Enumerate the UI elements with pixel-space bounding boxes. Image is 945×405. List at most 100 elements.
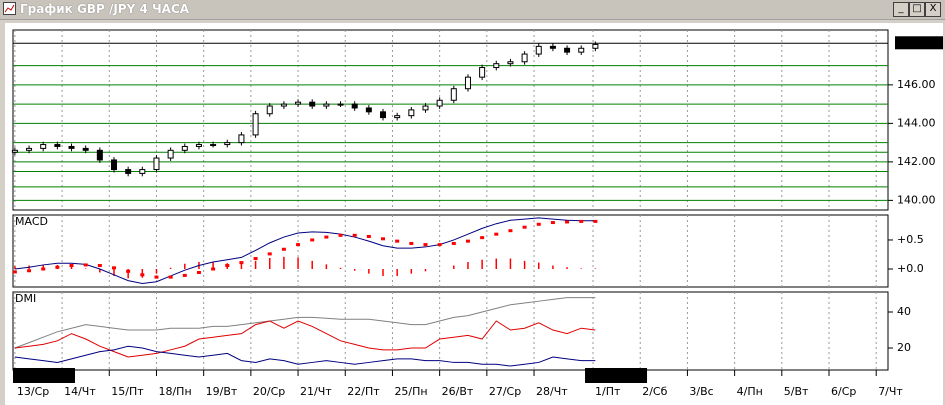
candle-body: [549, 45, 556, 49]
x-tick-label: 6/Ср: [831, 385, 856, 398]
signal-dot: [97, 264, 102, 268]
series-line: [14, 217, 596, 285]
candle-body: [535, 45, 542, 55]
candle-body: [125, 169, 132, 174]
candle-body: [578, 47, 585, 53]
signal-dot: [225, 264, 230, 268]
signal-dot: [409, 241, 414, 245]
x-tick-label: 4/Пн: [737, 385, 763, 398]
x-tick-label: 15/Пт: [111, 385, 144, 398]
signal-dot: [508, 229, 513, 233]
candle-body: [252, 113, 259, 136]
window-icon: [3, 2, 16, 15]
y-tick-label: 40: [897, 305, 911, 318]
signal-dot: [536, 222, 541, 226]
candle-body: [521, 53, 528, 63]
signal-dot: [494, 232, 499, 236]
signal-dot: [381, 237, 386, 241]
panel-frame: [12, 29, 889, 211]
candle-body: [153, 157, 160, 171]
x-tick-label: 26/Вт: [442, 385, 474, 398]
series-line: [14, 320, 596, 358]
candle-body: [26, 147, 33, 151]
signal-dot: [451, 241, 456, 245]
y-tick-label: +0.0: [897, 262, 924, 275]
signal-dot: [154, 275, 159, 279]
candle-body: [195, 144, 202, 147]
y-tick-label: 20: [897, 341, 911, 354]
candle-body: [96, 149, 103, 161]
minimize-button[interactable]: _: [893, 2, 909, 17]
chart: 140.00 142.00 144.00 146.00 148.16 +0.0 +0.5 MA…: [5, 23, 943, 405]
signal-dot: [12, 270, 17, 274]
x-tick-label: 25/Пн: [394, 385, 427, 398]
panel-frame: [12, 291, 889, 371]
signal-dot: [296, 243, 301, 247]
signal-dot: [324, 235, 329, 239]
signal-dot: [41, 267, 46, 271]
signal-dot: [239, 261, 244, 265]
signal-dot: [352, 233, 357, 237]
close-button[interactable]: X: [925, 2, 941, 17]
candle-body: [295, 101, 302, 105]
candle-body: [408, 109, 415, 117]
candle-body: [592, 43, 599, 49]
signal-dot: [267, 252, 272, 256]
candle-body: [380, 111, 387, 119]
signal-dot: [338, 233, 343, 237]
signal-dot: [565, 220, 570, 224]
signal-dot: [395, 239, 400, 243]
candle-body: [309, 101, 316, 107]
last-price-label: 148.16: [897, 36, 936, 49]
month-label: Фев 2019: [17, 369, 71, 382]
candle-body: [110, 159, 117, 171]
x-tick-label: 13/Ср: [17, 385, 49, 398]
x-tick-label: 19/Вт: [206, 385, 238, 398]
signal-dot: [579, 219, 584, 223]
candle-body: [365, 107, 372, 113]
title-bar: График GBP /JPY 4 ЧАСА _ □ X: [0, 0, 945, 20]
candle-body: [54, 144, 61, 147]
x-tick-label: 21/Чт: [300, 385, 332, 398]
signal-dot: [550, 221, 555, 225]
x-tick-label: 20/Ср: [253, 385, 285, 398]
panel-frame: [12, 214, 889, 288]
x-tick-label: 28/Чт: [536, 385, 568, 398]
candle-body: [181, 145, 188, 151]
candle-body: [464, 76, 471, 90]
candle-body: [323, 103, 330, 107]
candle-body: [11, 149, 18, 153]
y-tick-label: 146.00: [897, 78, 936, 91]
candle-body: [422, 105, 429, 111]
panel-title: DMI: [15, 292, 36, 305]
x-tick-label: 1/Пт: [595, 385, 621, 398]
last-price-box: [895, 36, 943, 50]
signal-dot: [253, 257, 258, 261]
candle-body: [167, 149, 174, 159]
candle-body: [68, 145, 75, 149]
candle-body: [40, 144, 47, 149]
x-tick-label: 5/Вт: [784, 385, 809, 398]
maximize-button[interactable]: □: [909, 2, 925, 17]
month-marker: [585, 368, 648, 383]
signal-dot: [593, 219, 598, 223]
y-tick-label: +0.5: [897, 233, 924, 246]
x-tick-label: 14/Чт: [64, 385, 96, 398]
signal-dot: [465, 239, 470, 243]
x-tick-label: 3/Вс: [689, 385, 713, 398]
candle-body: [564, 47, 571, 53]
candle-body: [224, 142, 231, 146]
candle-body: [210, 144, 217, 147]
candle-body: [479, 67, 486, 78]
x-tick-label: 2/Сб: [642, 385, 667, 398]
candle-body: [337, 103, 344, 106]
signal-dot: [55, 265, 60, 269]
signal-dot: [168, 275, 173, 279]
month-label: Мар 2019: [589, 369, 644, 382]
series-line: [14, 297, 596, 349]
x-tick-label: 7/Чт: [878, 385, 903, 398]
signal-dot: [437, 243, 442, 247]
signal-dot: [83, 263, 88, 267]
candle-body: [280, 103, 287, 107]
signal-dot: [281, 247, 286, 251]
